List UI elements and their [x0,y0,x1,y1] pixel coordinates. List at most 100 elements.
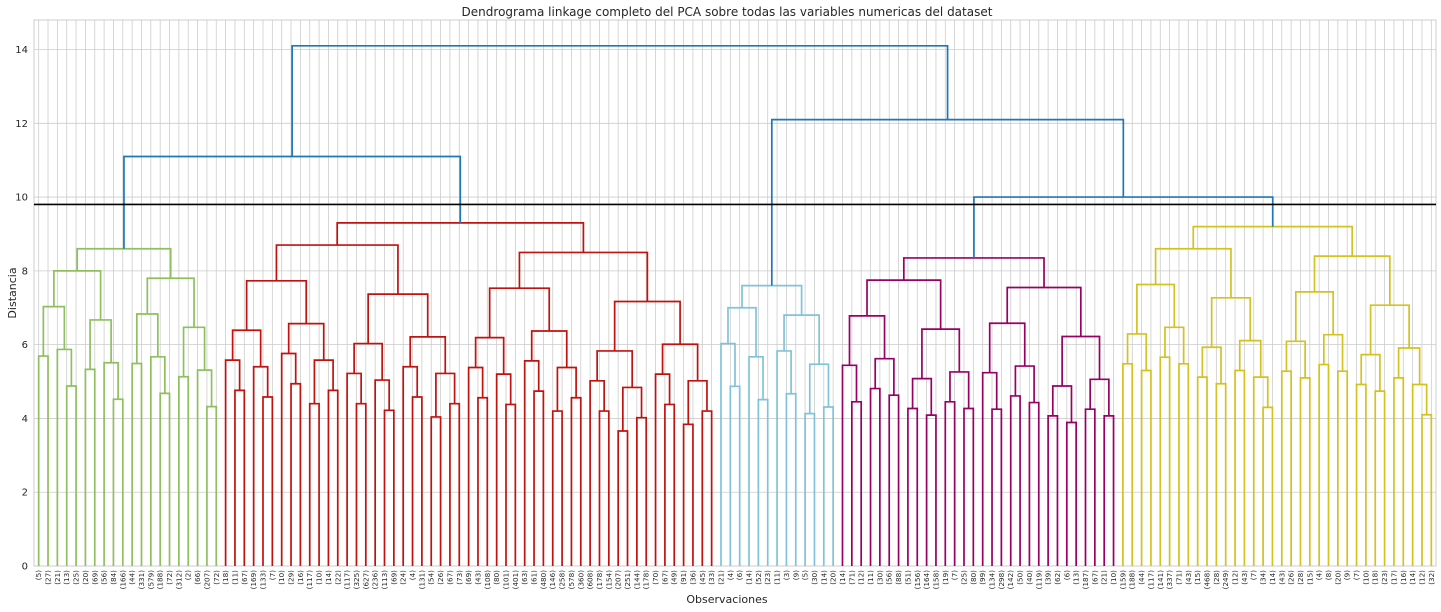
x-tick-label: (134) [988,570,997,590]
dendrogram-link [1192,225,1354,257]
x-tick-label: (66) [193,570,202,585]
x-tick-label: (26) [1287,570,1296,585]
x-tick-label: (101) [502,570,511,590]
x-tick-label: (312) [174,570,183,590]
x-tick-label: (84) [109,570,118,585]
dendrogram-link [1280,370,1292,566]
x-tick-label: (70) [651,570,660,585]
x-tick-label: (142) [1006,570,1015,590]
x-tick-label: (4) [726,570,735,580]
x-tick-label: (34) [1259,570,1268,585]
dendrogram-link [1154,247,1232,298]
x-tick-label: (4) [408,570,417,580]
dendrogram-link [1355,383,1367,566]
x-tick-label: (17) [1389,570,1398,585]
dendrogram-link [1136,283,1176,334]
dendrogram-link [505,403,517,566]
x-tick-label: (67) [1090,570,1099,585]
dendrogram-link [1014,365,1035,403]
x-tick-label: (9) [791,570,800,580]
x-tick-label: (21) [716,570,725,585]
dendrogram-link [103,361,119,566]
dendrogram-link [112,398,124,566]
dendrogram-link [477,396,489,566]
x-tick-label: (4) [1315,570,1324,580]
x-tick-label: (67) [240,570,249,585]
x-tick-label: (40) [1025,570,1034,585]
dendrogram-link [963,407,975,566]
x-tick-label: (578) [567,570,576,590]
x-tick-label: (166) [118,570,127,590]
x-tick-label: (24) [399,570,408,585]
dendrogram-link [131,362,143,566]
plot-frame [33,19,1437,567]
x-tick-label: (113) [380,570,389,590]
x-tick-label: (5) [34,570,43,580]
dendrogram-link [1210,296,1252,348]
x-tick-label: (117) [343,570,352,590]
x-tick-label: (337) [1165,570,1174,590]
x-tick-label: (178) [642,570,651,590]
x-tick-label: (10) [315,570,324,585]
x-tick-label: (207) [614,570,623,590]
x-tick-label: (144) [632,570,641,590]
dendrogram-link [53,270,102,320]
x-axis-ticks: (5) (27) (21) (13) (25) (20) (69) (56) (84) (166)… [34,570,1436,590]
dendrogram-link [367,293,429,344]
x-tick-label: (20) [1333,570,1342,585]
x-tick-label: (236) [371,570,380,590]
dendrogram-link [1238,339,1262,378]
x-tick-label: (71) [847,570,856,585]
dendrogram-link [308,402,320,566]
dendrogram-link [1159,356,1171,566]
y-tick-label: 6 [22,340,28,351]
x-tick-label: (72) [212,570,221,585]
dendrogram-link [636,416,648,566]
dendrogram-link [76,247,172,279]
dendrogram-link [280,352,297,566]
dendrogram-link [687,379,708,425]
x-tick-label: (99) [978,570,987,585]
x-tick-label: (579) [146,570,155,590]
x-tick-label: (14) [1408,570,1417,585]
dendrogram-link [589,379,605,566]
dendrogram-link [720,342,736,566]
x-tick-label: (10) [1361,570,1370,585]
x-tick-label: (9) [1343,570,1352,580]
dendrogram-link [1028,401,1040,566]
x-tick-label: (141) [1156,570,1165,590]
dendrogram-link [149,355,166,566]
x-tick-label: (80) [492,570,501,585]
dendrogram-link [888,394,900,566]
x-tick-label: (25) [959,570,968,585]
dendrogram-link [757,398,769,566]
dendrogram-link [1411,383,1428,566]
x-tick-label: (119) [1034,570,1043,590]
x-tick-label: (43) [1184,570,1193,585]
x-tick-label: (56) [100,570,109,585]
chart-title: Dendrograma linkage completo del PCA sob… [462,5,993,19]
x-tick-label: (69) [464,570,473,585]
x-tick-label: (73) [455,570,464,585]
dendrogram-link [467,366,484,566]
dendrogram-link [178,375,190,566]
x-tick-label: (14) [324,570,333,585]
y-tick-label: 14 [15,45,28,56]
x-tick-label: (36) [688,570,697,585]
dendrogram-link [785,392,797,566]
dendrogram-link [866,279,942,330]
x-tick-label: (108) [483,570,492,590]
x-tick-label: (30) [875,570,884,585]
dendrogram-link [430,416,442,566]
x-tick-label: (91) [679,570,688,585]
x-tick-label: (158) [931,570,940,590]
x-tick-label: (11) [773,570,782,585]
x-tick-label: (10) [277,570,286,585]
dendrogram-link [291,44,949,157]
dendrogram-link [449,402,461,566]
x-tick-label: (15) [1305,570,1314,585]
dendrogram-link [231,329,262,367]
dendrogram-link [902,257,1045,288]
x-tick-label: (627) [361,570,370,590]
dendrogram-link [530,330,568,368]
